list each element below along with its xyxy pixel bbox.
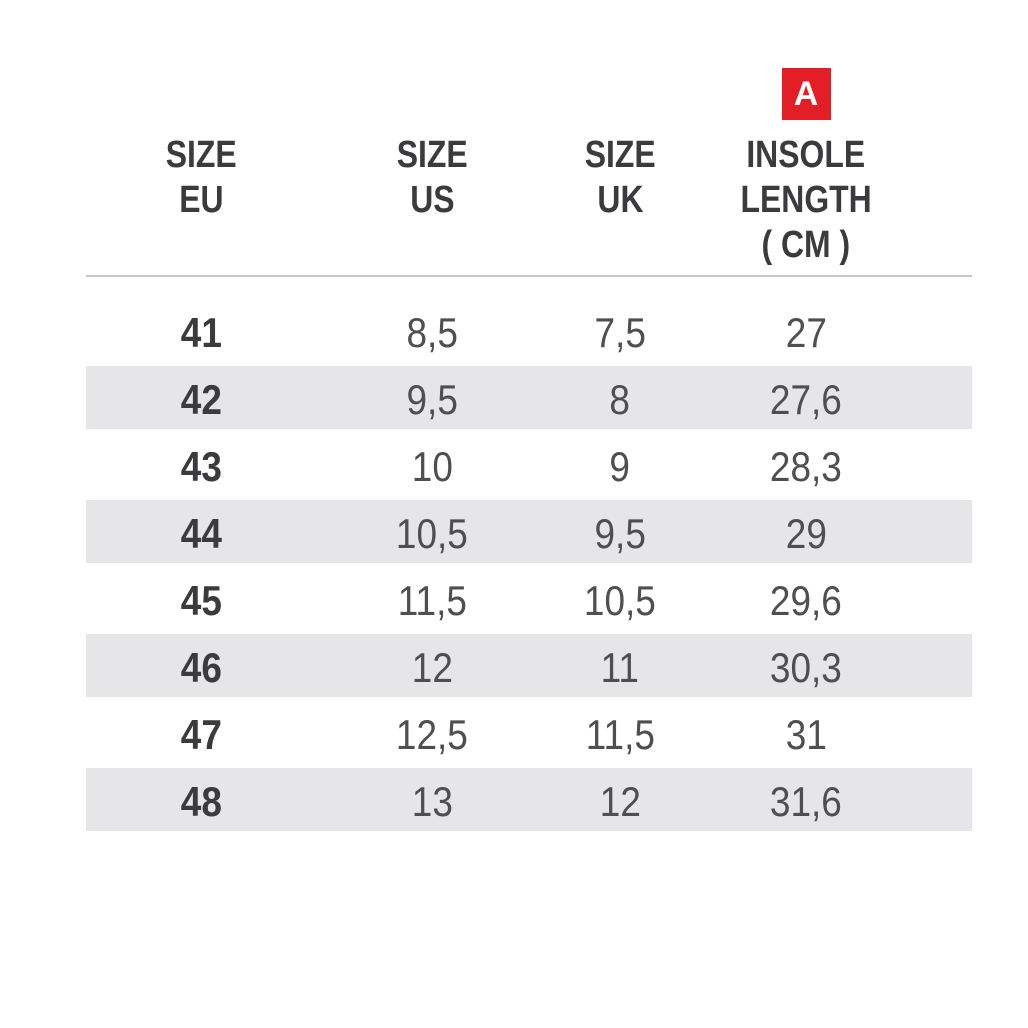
table-row: 46 12 11 30,3 [86,634,972,701]
cell-size-us: 8,5 [316,299,548,366]
column-header-insole-length: A INSOLE LENGTH ( CM ) [692,68,972,268]
cell-size-uk: 11 [548,634,692,701]
cell-size-eu: 45 [86,567,316,634]
cell-value: 9,5 [406,375,458,423]
table-body: 41 8,5 7,5 27 42 9,5 8 27,6 43 10 9 28,3 44 10,5 9,5 29… [86,299,972,835]
cell-value: 47 [180,710,222,758]
cell-value: 12,5 [396,710,468,758]
header-line: LENGTH [740,179,872,221]
header-line: INSOLE [746,134,866,176]
cell-size-uk: 9,5 [548,500,692,567]
cell-size-eu: 47 [86,701,316,768]
cell-value: 7,5 [594,308,646,356]
table-row: 47 12,5 11,5 31 [86,701,972,768]
cell-value: 30,3 [770,643,842,691]
cell-value: 8 [609,375,631,423]
header-line: SIZE [584,134,656,176]
cell-value: 8,5 [406,308,458,356]
cell-value: 10,5 [396,509,468,557]
cell-value: 45 [180,576,222,624]
cell-value: 10 [411,442,453,490]
cell-value: 31,6 [770,777,842,825]
cell-size-us: 12 [316,634,548,701]
header-line: ( CM ) [761,224,851,266]
cell-value: 43 [180,442,222,490]
cell-size-eu: 42 [86,366,316,433]
cell-value: 29 [785,509,827,557]
cell-insole-length-cm: 31,6 [692,768,972,835]
table-row: 43 10 9 28,3 [86,433,972,500]
cell-insole-length-cm: 27,6 [692,366,972,433]
cell-size-us: 13 [316,768,548,835]
badge-letter: A [793,74,819,113]
column-header-size-uk: SIZE UK [548,68,692,268]
cell-size-uk: 11,5 [548,701,692,768]
cell-value: 9 [609,442,631,490]
cell-size-uk: 12 [548,768,692,835]
table-header: SIZE EU SIZE US SIZE UK A INSOLE LENGTH … [86,68,972,268]
cell-value: 12 [599,777,641,825]
cell-value: 10,5 [584,576,656,624]
cell-value: 29,6 [770,576,842,624]
column-header-size-us: SIZE US [316,68,548,268]
header-divider [86,275,972,277]
cell-value: 12 [411,643,453,691]
cell-size-eu: 43 [86,433,316,500]
size-table: SIZE EU SIZE US SIZE UK A INSOLE LENGTH … [86,68,972,835]
cell-size-uk: 8 [548,366,692,433]
cell-value: 27,6 [770,375,842,423]
column-header-size-eu: SIZE EU [86,68,316,268]
cell-size-us: 11,5 [316,567,548,634]
cell-size-eu: 44 [86,500,316,567]
header-line: EU [178,179,224,221]
cell-value: 11 [600,643,640,691]
cell-insole-length-cm: 29 [692,500,972,567]
cell-size-eu: 41 [86,299,316,366]
cell-size-us: 12,5 [316,701,548,768]
table-row: 44 10,5 9,5 29 [86,500,972,567]
cell-size-uk: 9 [548,433,692,500]
cell-size-us: 10,5 [316,500,548,567]
cell-insole-length-cm: 27 [692,299,972,366]
cell-size-us: 10 [316,433,548,500]
cell-value: 42 [180,375,222,423]
cell-value: 11,5 [397,576,467,624]
cell-value: 46 [180,643,222,691]
header-line: SIZE [396,134,468,176]
cell-insole-length-cm: 30,3 [692,634,972,701]
cell-value: 41 [180,308,222,356]
header-line: UK [596,179,644,221]
cell-value: 11,5 [585,710,655,758]
cell-value: 44 [180,509,222,557]
table-row: 45 11,5 10,5 29,6 [86,567,972,634]
cell-value: 9,5 [594,509,646,557]
header-line: SIZE [165,134,237,176]
cell-size-eu: 46 [86,634,316,701]
table-row: 48 13 12 31,6 [86,768,972,835]
header-line: US [409,179,455,221]
cell-value: 28,3 [770,442,842,490]
cell-insole-length-cm: 31 [692,701,972,768]
cell-size-uk: 7,5 [548,299,692,366]
cell-insole-length-cm: 28,3 [692,433,972,500]
table-row: 42 9,5 8 27,6 [86,366,972,433]
table-row: 41 8,5 7,5 27 [86,299,972,366]
cell-size-us: 9,5 [316,366,548,433]
cell-value: 31 [785,710,827,758]
cell-value: 13 [411,777,453,825]
cell-value: 48 [180,777,222,825]
cell-insole-length-cm: 29,6 [692,567,972,634]
insole-length-a-badge: A [781,68,831,120]
cell-size-uk: 10,5 [548,567,692,634]
cell-size-eu: 48 [86,768,316,835]
cell-value: 27 [785,308,827,356]
